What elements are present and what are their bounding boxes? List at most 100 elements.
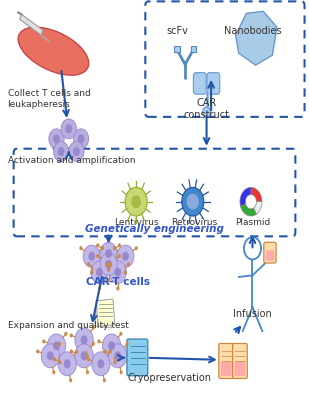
Text: Lentivirus: Lentivirus [114,218,159,227]
Bar [191,47,196,53]
Circle shape [109,261,126,284]
Circle shape [65,124,72,133]
Circle shape [119,332,122,336]
Wedge shape [251,187,262,202]
Circle shape [58,360,61,365]
Circle shape [86,354,89,358]
Text: Retrovirus: Retrovirus [171,218,218,227]
Circle shape [122,252,129,261]
Circle shape [79,246,83,250]
Circle shape [100,253,117,275]
Circle shape [118,254,121,258]
FancyBboxPatch shape [266,250,274,261]
Text: scFv: scFv [167,26,188,36]
Circle shape [116,287,119,290]
Wedge shape [254,202,262,214]
Circle shape [41,344,60,368]
Circle shape [70,334,73,337]
Circle shape [69,142,84,162]
Circle shape [87,262,90,266]
Text: Collect T cells and
leukapheresis: Collect T cells and leukapheresis [7,89,90,109]
Circle shape [105,260,112,269]
FancyBboxPatch shape [219,344,234,379]
Circle shape [52,371,55,375]
Circle shape [92,352,110,376]
Circle shape [96,254,99,258]
Circle shape [86,371,89,375]
Circle shape [203,107,210,117]
Polygon shape [236,11,277,65]
Circle shape [92,342,95,346]
Wedge shape [240,187,251,207]
Circle shape [61,119,76,139]
Circle shape [107,268,110,272]
Circle shape [103,334,121,358]
Circle shape [83,245,100,267]
Circle shape [73,129,89,149]
Circle shape [58,342,61,346]
Text: Expansion and quality test: Expansion and quality test [7,322,128,330]
Circle shape [42,339,45,343]
Polygon shape [96,299,115,327]
Circle shape [64,359,71,368]
FancyBboxPatch shape [233,344,247,379]
Circle shape [114,351,121,360]
FancyBboxPatch shape [193,73,206,94]
Text: Nanobodies: Nanobodies [224,26,281,36]
Circle shape [104,349,107,353]
Circle shape [98,287,101,290]
Circle shape [125,342,129,346]
Circle shape [53,142,69,162]
Text: Infusion: Infusion [233,309,272,319]
Circle shape [47,334,66,358]
Circle shape [97,339,100,343]
Circle shape [69,378,72,382]
Text: Genetically engineering: Genetically engineering [85,224,224,234]
Circle shape [113,246,116,250]
Circle shape [182,187,204,216]
Circle shape [87,357,90,361]
Circle shape [70,349,73,353]
Circle shape [90,271,93,275]
Circle shape [91,261,108,284]
Circle shape [120,371,123,375]
Circle shape [64,332,67,336]
Circle shape [127,262,130,266]
Text: Activation and amplification: Activation and amplification [7,156,135,165]
Circle shape [100,242,117,265]
Polygon shape [95,300,113,328]
Circle shape [53,134,60,143]
Wedge shape [241,204,256,216]
FancyBboxPatch shape [235,362,245,376]
Circle shape [88,252,95,261]
Circle shape [108,344,127,368]
Circle shape [117,245,134,267]
Circle shape [125,187,147,216]
Circle shape [113,360,116,365]
Circle shape [105,262,108,266]
Bar [174,47,180,53]
Circle shape [118,243,121,247]
Text: CAR
construct: CAR construct [184,98,230,120]
Circle shape [124,271,127,275]
Circle shape [109,350,112,354]
Circle shape [107,279,110,283]
Circle shape [75,328,93,352]
Circle shape [114,268,121,277]
Circle shape [105,249,112,258]
Circle shape [73,147,80,156]
Circle shape [81,335,87,344]
Circle shape [135,246,138,250]
Circle shape [81,351,87,360]
Circle shape [131,195,141,208]
Circle shape [53,341,60,350]
Circle shape [109,262,112,266]
Circle shape [58,352,76,376]
FancyBboxPatch shape [127,339,148,376]
FancyBboxPatch shape [264,242,276,263]
Circle shape [108,341,115,350]
Text: Plasmid: Plasmid [235,218,270,227]
Polygon shape [20,14,43,35]
Circle shape [47,351,54,360]
Circle shape [187,194,199,210]
